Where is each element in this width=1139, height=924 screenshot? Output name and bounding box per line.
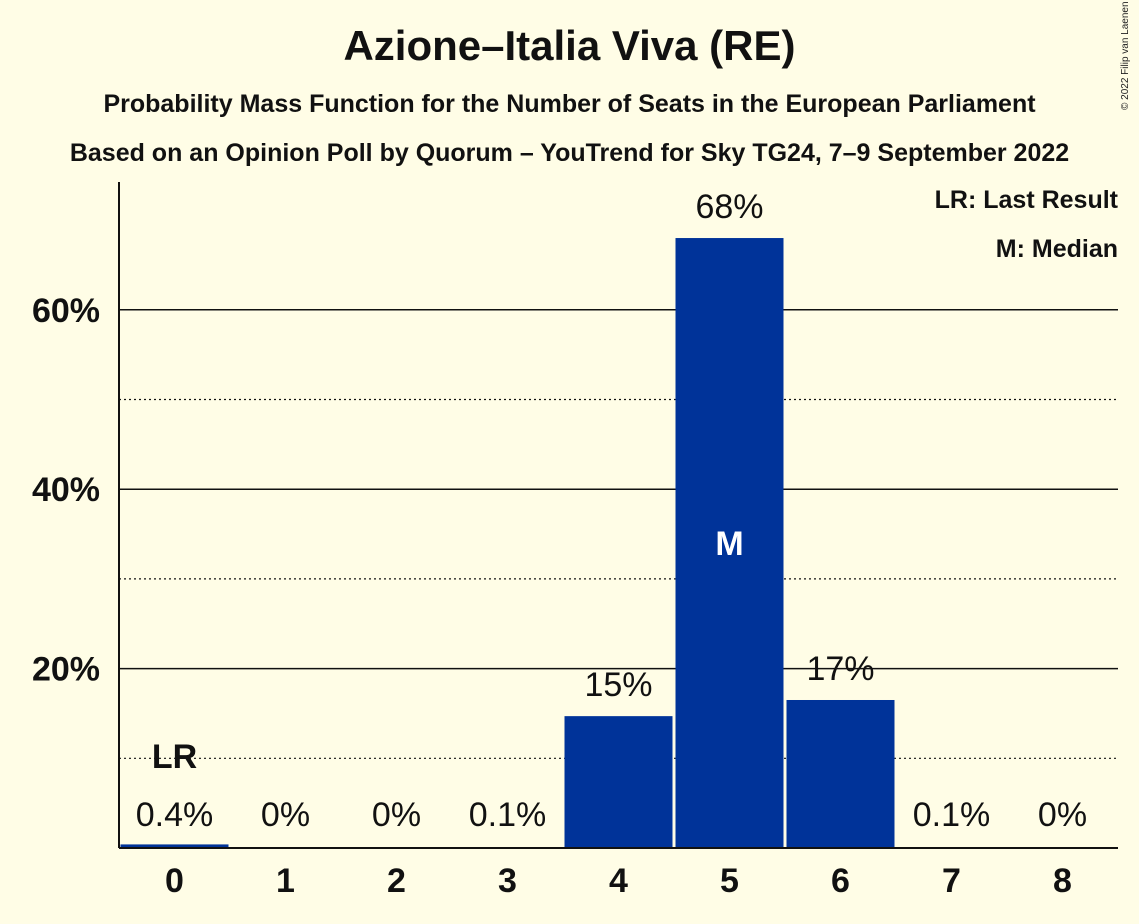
last-result-marker: LR bbox=[152, 738, 197, 776]
chart-title: Azione–Italia Viva (RE) bbox=[343, 22, 796, 69]
labels: 20%40%60%00.4%LR10%20%30.1%415%568%M617%… bbox=[32, 188, 1087, 900]
x-tick-label: 7 bbox=[942, 862, 961, 900]
x-tick-label: 2 bbox=[387, 862, 406, 900]
data-label: 0% bbox=[1038, 796, 1087, 834]
bars bbox=[120, 238, 1006, 849]
data-label: 0.1% bbox=[469, 796, 547, 834]
x-tick-label: 8 bbox=[1053, 862, 1072, 900]
x-tick-label: 5 bbox=[720, 862, 739, 900]
grid-lines bbox=[119, 309, 1118, 759]
chart-source-subtitle: Based on an Opinion Poll by Quorum – You… bbox=[69, 139, 1070, 167]
legend-last-result: LR: Last Result bbox=[935, 186, 1119, 214]
x-tick-label: 6 bbox=[831, 862, 850, 900]
data-label: 17% bbox=[806, 650, 874, 688]
data-label: 15% bbox=[584, 666, 652, 704]
data-label: 68% bbox=[695, 188, 763, 226]
x-tick-label: 3 bbox=[498, 862, 517, 900]
chart-subtitle: Probability Mass Function for the Number… bbox=[103, 90, 1036, 118]
data-label: 0% bbox=[372, 796, 421, 834]
y-tick-label: 40% bbox=[32, 471, 100, 509]
x-tick-label: 4 bbox=[609, 862, 628, 900]
x-tick-label: 1 bbox=[276, 862, 295, 900]
bar bbox=[120, 844, 229, 848]
bar bbox=[786, 699, 895, 848]
data-label: 0.4% bbox=[136, 796, 214, 834]
data-label: 0.1% bbox=[913, 796, 991, 834]
bar bbox=[564, 716, 673, 848]
bar bbox=[675, 238, 784, 849]
axes bbox=[118, 182, 1118, 849]
x-tick-label: 0 bbox=[165, 862, 184, 900]
y-tick-label: 60% bbox=[32, 292, 100, 330]
median-marker: M bbox=[715, 525, 743, 563]
legend-median: M: Median bbox=[996, 235, 1118, 263]
y-tick-label: 20% bbox=[32, 651, 100, 689]
data-label: 0% bbox=[261, 796, 310, 834]
